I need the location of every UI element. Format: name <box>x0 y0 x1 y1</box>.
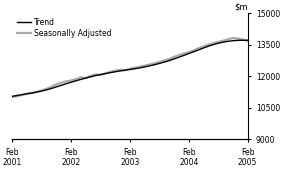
Text: $m: $m <box>234 3 248 12</box>
Legend: Trend, Seasonally Adjusted: Trend, Seasonally Adjusted <box>16 17 112 38</box>
